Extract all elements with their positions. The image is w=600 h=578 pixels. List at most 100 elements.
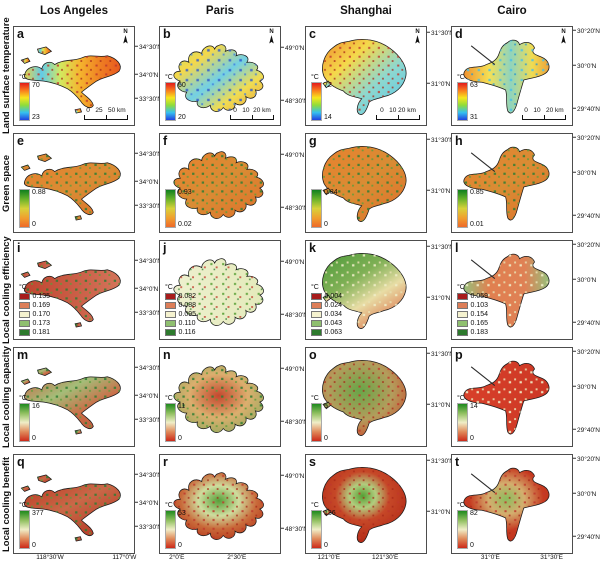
- colorbar-gradient: [165, 189, 176, 228]
- panel-letter: j: [163, 241, 167, 255]
- panel-h: h 0.85 0.01 30°20'N 30°0'N 29°40'N: [451, 133, 600, 233]
- lat-label: 29°40'N: [573, 428, 600, 435]
- colorbar: °C 136 0: [311, 502, 336, 549]
- colorbar-unit: °C: [457, 74, 465, 81]
- colorbar-min: 0: [324, 542, 328, 549]
- panel-letter: b: [163, 27, 171, 41]
- colorbar: °C 377 0: [19, 502, 44, 549]
- row-label-local-cooling-capacity: Local cooling capacity: [0, 346, 12, 448]
- lat-label: 30°0'N: [573, 63, 596, 71]
- panel-c: c N °C 72 14 0 10 20 km 31°30'N 31°0'N: [305, 26, 454, 126]
- panel-letter: c: [309, 27, 316, 41]
- legend-value: 0.043: [324, 319, 343, 327]
- lat-label: 34°30'N: [135, 151, 162, 158]
- legend-value: 0.135: [32, 292, 51, 300]
- panel-f: f 0.93 0.02 49°0'N 48°30'N: [159, 133, 308, 233]
- colorbar-max: 11: [178, 403, 186, 410]
- colorbar-min: 0: [32, 542, 36, 549]
- colorbar-min: 14: [324, 114, 332, 121]
- north-arrow-icon: N: [414, 29, 421, 45]
- row-label-land-surface-temperature: Land surface temperature: [0, 17, 12, 135]
- panel-letter: n: [163, 348, 171, 362]
- colorbar-unit: [457, 187, 484, 188]
- north-arrow-icon: N: [268, 29, 275, 45]
- panel-s: s °C 136 0 31°30'N 31°0'N 121°0'E 121°30'…: [305, 454, 454, 561]
- lat-label: 33°30'N: [135, 203, 162, 210]
- legend-value: 0.088: [178, 301, 197, 309]
- panel-p: p °C 14 0 30°20'N 30°0'N 29°40'N: [451, 347, 600, 447]
- map-cairo: [463, 39, 550, 114]
- colorbar-min: 0: [470, 542, 474, 549]
- panel-letter: f: [163, 134, 168, 148]
- lat-label: 34°0'N: [135, 72, 158, 80]
- legend-value: 0.154: [470, 310, 489, 318]
- legend-value: 0.004: [324, 292, 343, 300]
- colorbar-min: 0: [178, 542, 182, 549]
- scale-bar: 0 10 20 km: [522, 107, 566, 120]
- legend-value: 0.103: [470, 301, 489, 309]
- colorbar-gradient: [311, 403, 322, 442]
- lon-label: 2°0'E: [169, 554, 185, 561]
- lat-label: 30°20'N: [573, 349, 600, 357]
- legend-swatch: [457, 292, 468, 300]
- panel-letter: a: [17, 27, 24, 41]
- colorbar-min: 31: [470, 114, 478, 121]
- legend-value: 0.170: [32, 310, 51, 318]
- colorbar-unit: [165, 187, 192, 188]
- colorbar-gradient: [165, 82, 176, 121]
- column-title-shanghai: Shanghai: [340, 4, 392, 17]
- colorbar-max: 16: [32, 403, 40, 410]
- colorbar-gradient: [457, 403, 468, 442]
- lon-label: 117°0'W: [112, 554, 137, 561]
- class-legend: °C 0.135 0.169 0.170 0.173 0.181: [19, 284, 50, 336]
- legend-swatch: [311, 319, 322, 327]
- lat-label: 34°30'N: [135, 258, 162, 265]
- legend-value: 0.173: [32, 319, 51, 327]
- colorbar: °C 16 0: [19, 395, 40, 442]
- lat-label: 34°0'N: [135, 179, 158, 187]
- colorbar-min: 0: [32, 435, 36, 442]
- class-legend: °C 0.004 0.024 0.034 0.043 0.063: [311, 284, 342, 336]
- map-cairo: [463, 146, 550, 221]
- colorbar: °C 70 23: [19, 74, 40, 121]
- legend-value: 0.169: [32, 301, 51, 309]
- colorbar-unit: °C: [311, 74, 319, 81]
- legend-swatch: [311, 292, 322, 300]
- lat-label: 49°0'N: [281, 473, 304, 480]
- lat-label: 34°0'N: [135, 393, 158, 401]
- lat-label: 30°20'N: [573, 135, 600, 143]
- lat-label: 31°0'N: [427, 295, 450, 303]
- lat-label: 30°0'N: [573, 384, 596, 392]
- colorbar: °C 53 0: [165, 502, 186, 549]
- lat-label: 31°0'N: [427, 188, 450, 196]
- colorbar-max: 72: [324, 82, 332, 89]
- legend-swatch: [457, 328, 468, 336]
- lat-label: 48°30'N: [281, 99, 308, 106]
- lat-label: 29°40'N: [573, 321, 600, 328]
- panel-letter: o: [309, 348, 317, 362]
- panel-q: q °C 377 0 34°30'N 34°0'N 33°30'N 118°30'…: [13, 454, 162, 561]
- colorbar-unit: [19, 187, 46, 188]
- lat-label: 33°30'N: [135, 310, 162, 317]
- lat-label: 33°30'N: [135, 96, 162, 103]
- colorbar-gradient: [311, 189, 322, 228]
- lat-label: 31°30'N: [427, 137, 454, 145]
- colorbar-unit: °C: [165, 502, 173, 509]
- panel-d: d N °C 63 31 0 10 20 km 30°20'N 30°0'N 29…: [451, 26, 600, 126]
- legend-swatch: [19, 328, 30, 336]
- legend-swatch: [165, 319, 176, 327]
- colorbar-max: 0.85: [470, 189, 484, 196]
- legend-swatch: [19, 319, 30, 327]
- panel-letter: m: [17, 348, 29, 362]
- colorbar-min: 0.02: [178, 221, 192, 228]
- class-legend: °C 0.082 0.088 0.095 0.110 0.116: [165, 284, 196, 336]
- colorbar-min: 0: [324, 221, 328, 228]
- lon-label: 31°0'E: [480, 554, 500, 561]
- lat-label: 48°30'N: [281, 313, 308, 320]
- colorbar-min: 0: [470, 435, 474, 442]
- colorbar: °C 14 0: [457, 395, 478, 442]
- colorbar: 0.88 0: [19, 187, 46, 228]
- lat-label: 49°0'N: [281, 45, 304, 52]
- colorbar-max: 14: [470, 403, 478, 410]
- lat-label: 48°30'N: [281, 527, 308, 534]
